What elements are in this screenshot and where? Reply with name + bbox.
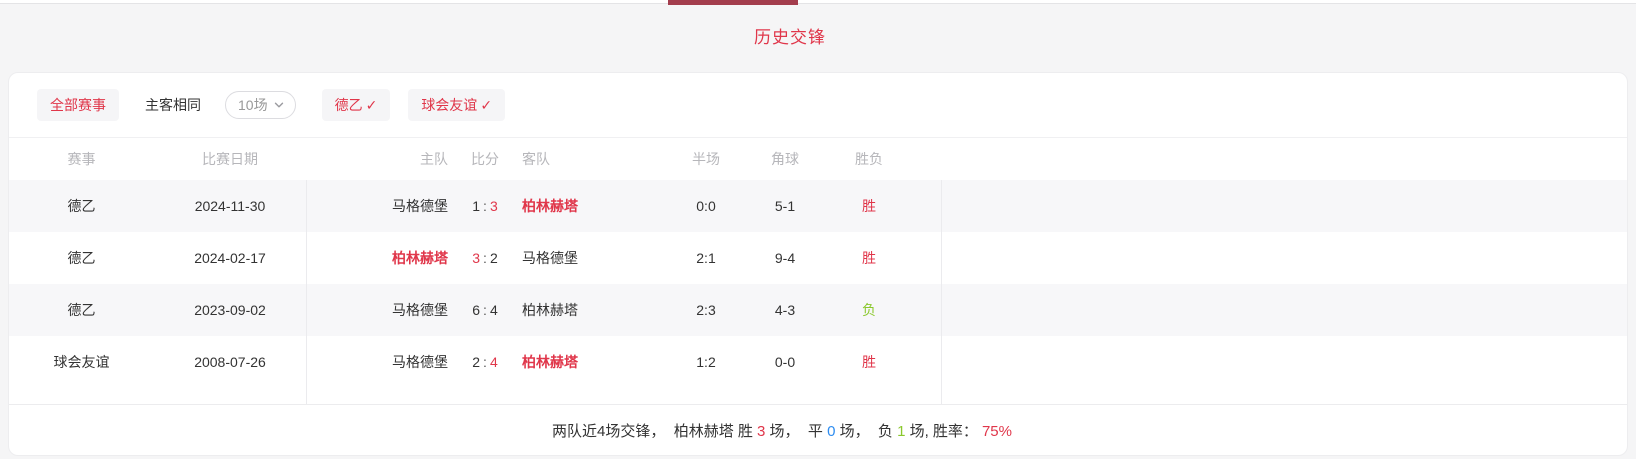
all-matches-label: 全部赛事 — [50, 97, 106, 113]
cell-result: 胜 — [862, 250, 876, 266]
cell-away-team: 柏林赫塔 — [522, 354, 578, 370]
chevron-down-icon — [273, 99, 285, 111]
history-card: 全部赛事 主客相同 10场 德乙 ✓ 球会友谊 ✓ 赛事 比赛日期 主队 比分 … — [8, 72, 1628, 456]
cell-competition: 德乙 — [67, 302, 96, 318]
header-home: 主队 — [420, 151, 448, 167]
cell-home-team: 柏林赫塔 — [392, 250, 448, 266]
same-home-away-filter[interactable]: 主客相同 — [145, 97, 201, 113]
cell-date: 2024-02-17 — [194, 250, 266, 266]
cell-competition: 德乙 — [67, 198, 96, 214]
friendly-filter-chip[interactable]: 球会友谊 ✓ — [408, 89, 506, 121]
table-row[interactable]: 德乙 2023-09-02 马格德堡 6:4 柏林赫塔 2:3 4-3 负 — [9, 284, 1627, 336]
score-separator: : — [483, 250, 487, 266]
filter-bar: 全部赛事 主客相同 10场 德乙 ✓ 球会友谊 ✓ — [9, 73, 1627, 138]
cell-away-team: 马格德堡 — [522, 250, 578, 266]
match-count-dropdown[interactable]: 10场 — [225, 91, 296, 119]
cell-away-team: 柏林赫塔 — [522, 198, 578, 214]
header-date: 比赛日期 — [202, 151, 258, 167]
cell-score: 3:2 — [472, 250, 498, 266]
summary-draws: 0 — [827, 422, 836, 440]
league-filter-chip[interactable]: 德乙 ✓ — [321, 89, 391, 121]
table-column-divider — [941, 180, 942, 404]
cell-date: 2023-09-02 — [194, 302, 266, 318]
summary-win-rate: 75% — [981, 422, 1012, 440]
cell-date: 2024-11-30 — [194, 198, 266, 214]
score-separator: : — [483, 354, 487, 370]
header-score: 比分 — [471, 151, 499, 167]
cell-home-team: 马格德堡 — [392, 198, 448, 214]
table-body: 德乙 2024-11-30 马格德堡 1:3 柏林赫塔 0:0 5-1 胜 德乙… — [9, 180, 1627, 404]
cell-halftime: 2:3 — [696, 302, 716, 318]
cell-halftime: 2:1 — [696, 250, 716, 266]
cell-score: 2:4 — [472, 354, 498, 370]
cell-result: 胜 — [862, 354, 876, 370]
friendly-filter-label: 球会友谊 — [421, 97, 478, 113]
header-corners: 角球 — [771, 151, 799, 167]
table-header-row: 赛事 比赛日期 主队 比分 客队 半场 角球 胜负 — [9, 138, 1627, 180]
table-row[interactable]: 德乙 2024-11-30 马格德堡 1:3 柏林赫塔 0:0 5-1 胜 — [9, 180, 1627, 232]
cell-date: 2008-07-26 — [194, 354, 266, 370]
header-result: 胜负 — [855, 151, 883, 167]
cell-result: 胜 — [862, 198, 876, 214]
league-filter-label: 德乙 — [334, 97, 363, 113]
cell-competition: 球会友谊 — [53, 354, 110, 370]
all-matches-filter-button[interactable]: 全部赛事 — [37, 89, 119, 121]
score-separator: : — [483, 302, 487, 318]
cell-result: 负 — [862, 302, 876, 318]
summary-text: 两队近4场交锋， 柏林赫塔 胜 3 场， 平 0 场， 负 1 场, 胜率： 75… — [552, 422, 1012, 440]
active-tab-indicator — [668, 0, 798, 5]
summary-bar: 两队近4场交锋， 柏林赫塔 胜 3 场， 平 0 场， 负 1 场, 胜率： 75… — [9, 404, 1627, 455]
page-title: 历史交锋 — [754, 27, 826, 47]
cell-score: 6:4 — [472, 302, 498, 318]
cell-home-team: 马格德堡 — [392, 302, 448, 318]
header-halftime: 半场 — [692, 151, 720, 167]
summary-losses: 1 — [897, 422, 906, 440]
cell-corners: 0-0 — [774, 354, 796, 370]
cell-away-team: 柏林赫塔 — [522, 302, 578, 318]
table-row[interactable]: 德乙 2024-02-17 柏林赫塔 3:2 马格德堡 2:1 9-4 胜 — [9, 232, 1627, 284]
top-border — [0, 0, 1636, 5]
cell-score: 1:3 — [472, 198, 498, 214]
check-icon: ✓ — [480, 96, 493, 113]
header-competition: 赛事 — [67, 151, 96, 167]
cell-corners: 4-3 — [774, 302, 796, 318]
table-column-divider — [306, 180, 307, 404]
summary-wins: 3 — [757, 422, 766, 440]
section-header: 历史交锋 — [0, 4, 1636, 66]
header-away: 客队 — [522, 151, 550, 167]
cell-halftime: 0:0 — [696, 198, 716, 214]
score-separator: : — [483, 198, 487, 214]
cell-corners: 9-4 — [774, 250, 796, 266]
cell-home-team: 马格德堡 — [392, 354, 448, 370]
table-row[interactable]: 球会友谊 2008-07-26 马格德堡 2:4 柏林赫塔 1:2 0-0 胜 — [9, 336, 1627, 388]
cell-competition: 德乙 — [67, 250, 96, 266]
cell-corners: 5-1 — [774, 198, 796, 214]
cell-halftime: 1:2 — [696, 354, 716, 370]
check-icon: ✓ — [365, 96, 378, 113]
match-count-value: 10场 — [238, 97, 268, 113]
